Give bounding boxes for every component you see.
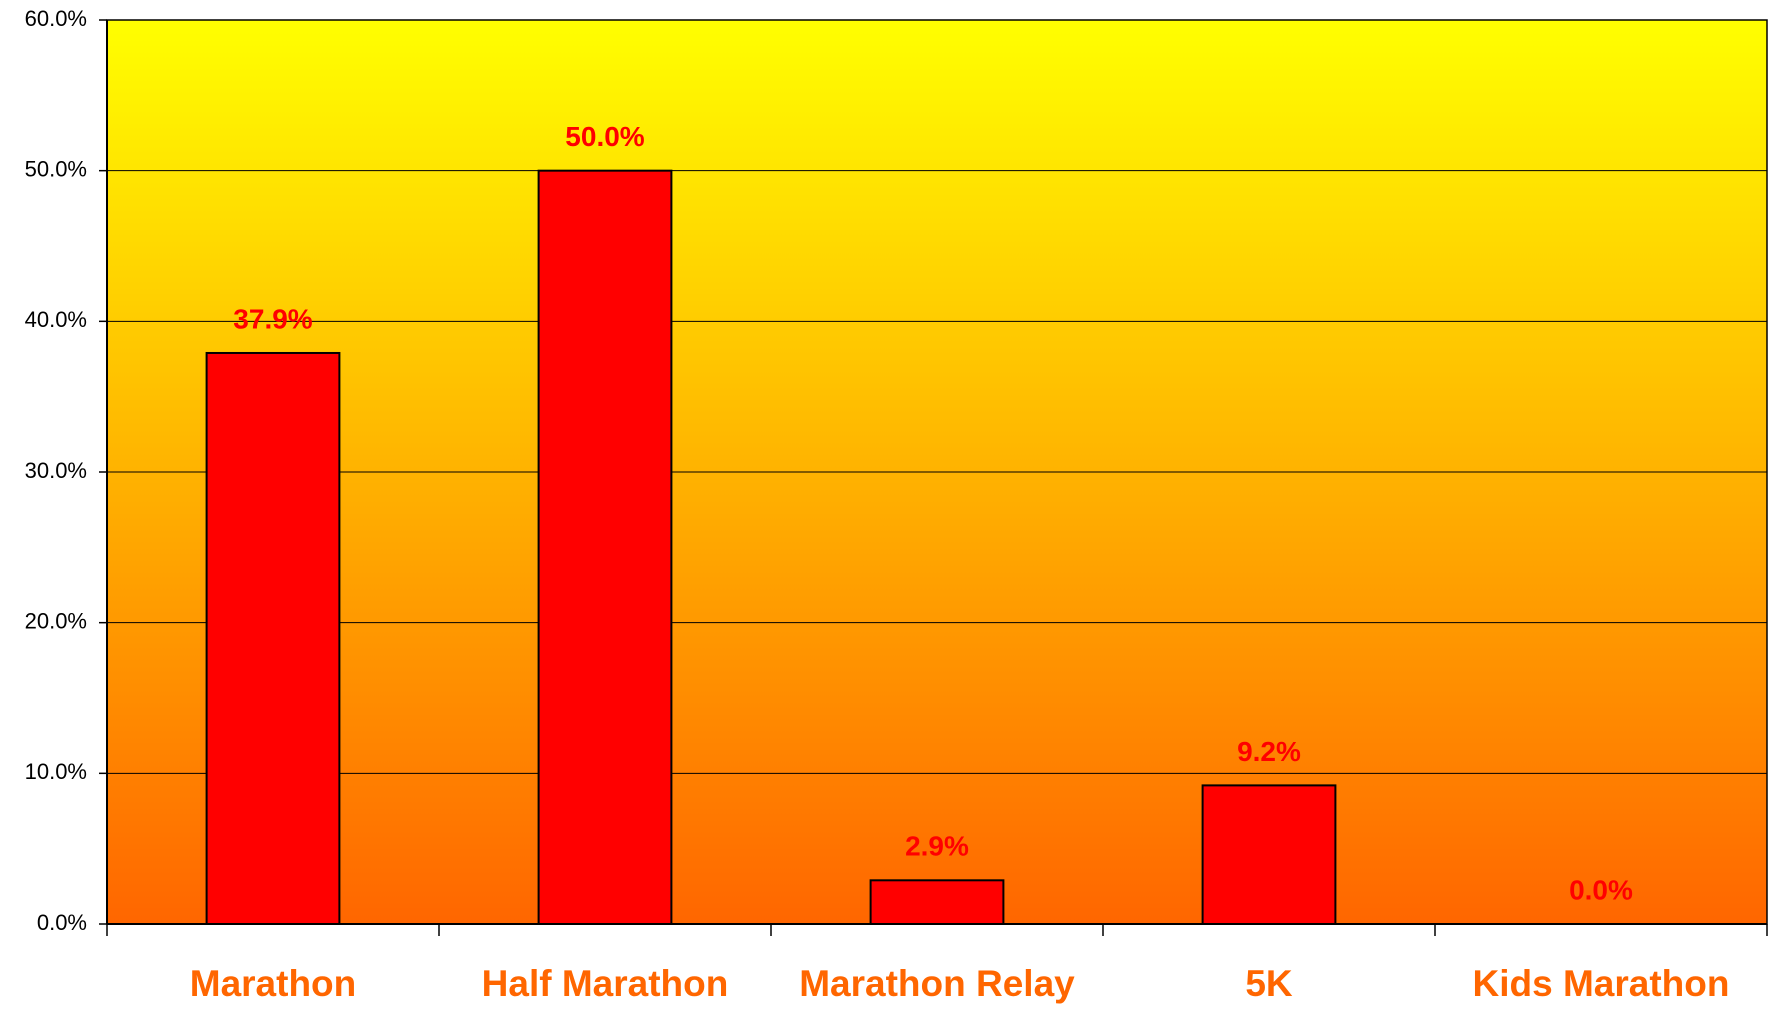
y-tick-label: 0.0%	[37, 910, 87, 935]
data-label: 50.0%	[565, 121, 644, 152]
bar	[205, 351, 341, 925]
x-tick-label: Marathon	[190, 963, 357, 1004]
y-tick-label: 10.0%	[25, 759, 87, 784]
data-label: 0.0%	[1569, 874, 1633, 905]
y-tick-label: 30.0%	[25, 458, 87, 483]
y-tick-label: 20.0%	[25, 608, 87, 633]
bar	[1201, 784, 1337, 925]
data-label: 37.9%	[233, 303, 312, 334]
y-tick-label: 40.0%	[25, 307, 87, 332]
x-tick-label: Marathon Relay	[799, 963, 1075, 1004]
x-tick-label: 5K	[1245, 963, 1293, 1004]
data-label: 9.2%	[1237, 736, 1301, 767]
y-tick-label: 60.0%	[25, 6, 87, 31]
bar	[869, 879, 1005, 925]
y-tick-label: 50.0%	[25, 156, 87, 181]
bar	[537, 169, 673, 925]
data-label: 2.9%	[905, 831, 969, 862]
x-tick-label: Half Marathon	[482, 963, 729, 1004]
x-tick-label: Kids Marathon	[1473, 963, 1730, 1004]
